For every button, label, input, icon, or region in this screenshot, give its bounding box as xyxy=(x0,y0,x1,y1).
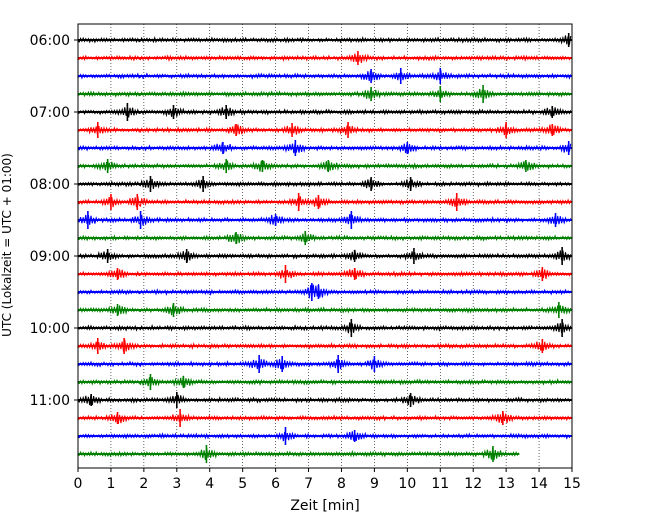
y-axis-label: UTC (Lokalzeit = UTC + 01:00) xyxy=(0,153,14,337)
trace-0600 xyxy=(77,33,572,47)
trace-0745 xyxy=(77,159,572,173)
trace-0945 xyxy=(77,302,572,318)
trace-1030 xyxy=(77,355,572,373)
trace-0800 xyxy=(77,176,572,192)
x-tick-label: 11 xyxy=(431,476,449,492)
x-axis-label: Zeit [min] xyxy=(290,498,359,514)
trace-0900 xyxy=(77,247,572,265)
trace-0730 xyxy=(77,140,572,156)
y-tick-label: 09:00 xyxy=(30,249,70,265)
y-tick-label: 11:00 xyxy=(30,393,70,409)
x-tick-label: 12 xyxy=(464,476,482,492)
x-tick-label: 15 xyxy=(563,476,581,492)
y-tick-label: 10:00 xyxy=(30,321,70,337)
trace-0630 xyxy=(77,68,572,84)
traces xyxy=(77,33,572,463)
y-tick-label: 07:00 xyxy=(30,105,70,121)
x-tick-label: 5 xyxy=(238,476,247,492)
plot-frame xyxy=(77,23,573,469)
y-tick-label: 08:00 xyxy=(30,177,70,193)
x-tick-label: 6 xyxy=(271,476,280,492)
trace-0830 xyxy=(77,211,572,229)
x-tick-label: 9 xyxy=(370,476,379,492)
x-tick-label: 13 xyxy=(497,476,515,492)
x-tick-label: 3 xyxy=(172,476,181,492)
trace-1045 xyxy=(77,374,572,390)
trace-0645 xyxy=(77,85,572,103)
grid-lines xyxy=(110,24,540,468)
trace-1100 xyxy=(77,392,572,408)
x-tick-label: 4 xyxy=(205,476,214,492)
x-tick-label: 1 xyxy=(106,476,115,492)
trace-1145 xyxy=(77,445,520,463)
trace-0615 xyxy=(77,51,572,65)
trace-0815 xyxy=(77,193,572,211)
x-tick-label: 10 xyxy=(398,476,416,492)
x-axis: 0 1 2 3 4 5 6 7 8 9 10 11 12 13 14 15 xyxy=(74,468,581,492)
y-axis: 06:00 07:00 08:00 09:00 10:00 11:00 xyxy=(30,33,78,409)
trace-0845 xyxy=(77,231,572,245)
trace-1130 xyxy=(77,427,572,445)
x-tick-label: 0 xyxy=(74,476,83,492)
trace-0930 xyxy=(77,283,572,301)
trace-1115 xyxy=(77,409,572,427)
trace-0715 xyxy=(77,122,572,138)
trace-0700 xyxy=(77,103,572,121)
x-tick-label: 14 xyxy=(530,476,548,492)
x-tick-label: 8 xyxy=(337,476,346,492)
x-tick-label: 7 xyxy=(304,476,313,492)
trace-1015 xyxy=(77,338,572,354)
x-tick-label: 2 xyxy=(139,476,148,492)
trace-0915 xyxy=(77,265,572,283)
trace-1000 xyxy=(77,319,572,337)
y-tick-label: 06:00 xyxy=(30,33,70,49)
